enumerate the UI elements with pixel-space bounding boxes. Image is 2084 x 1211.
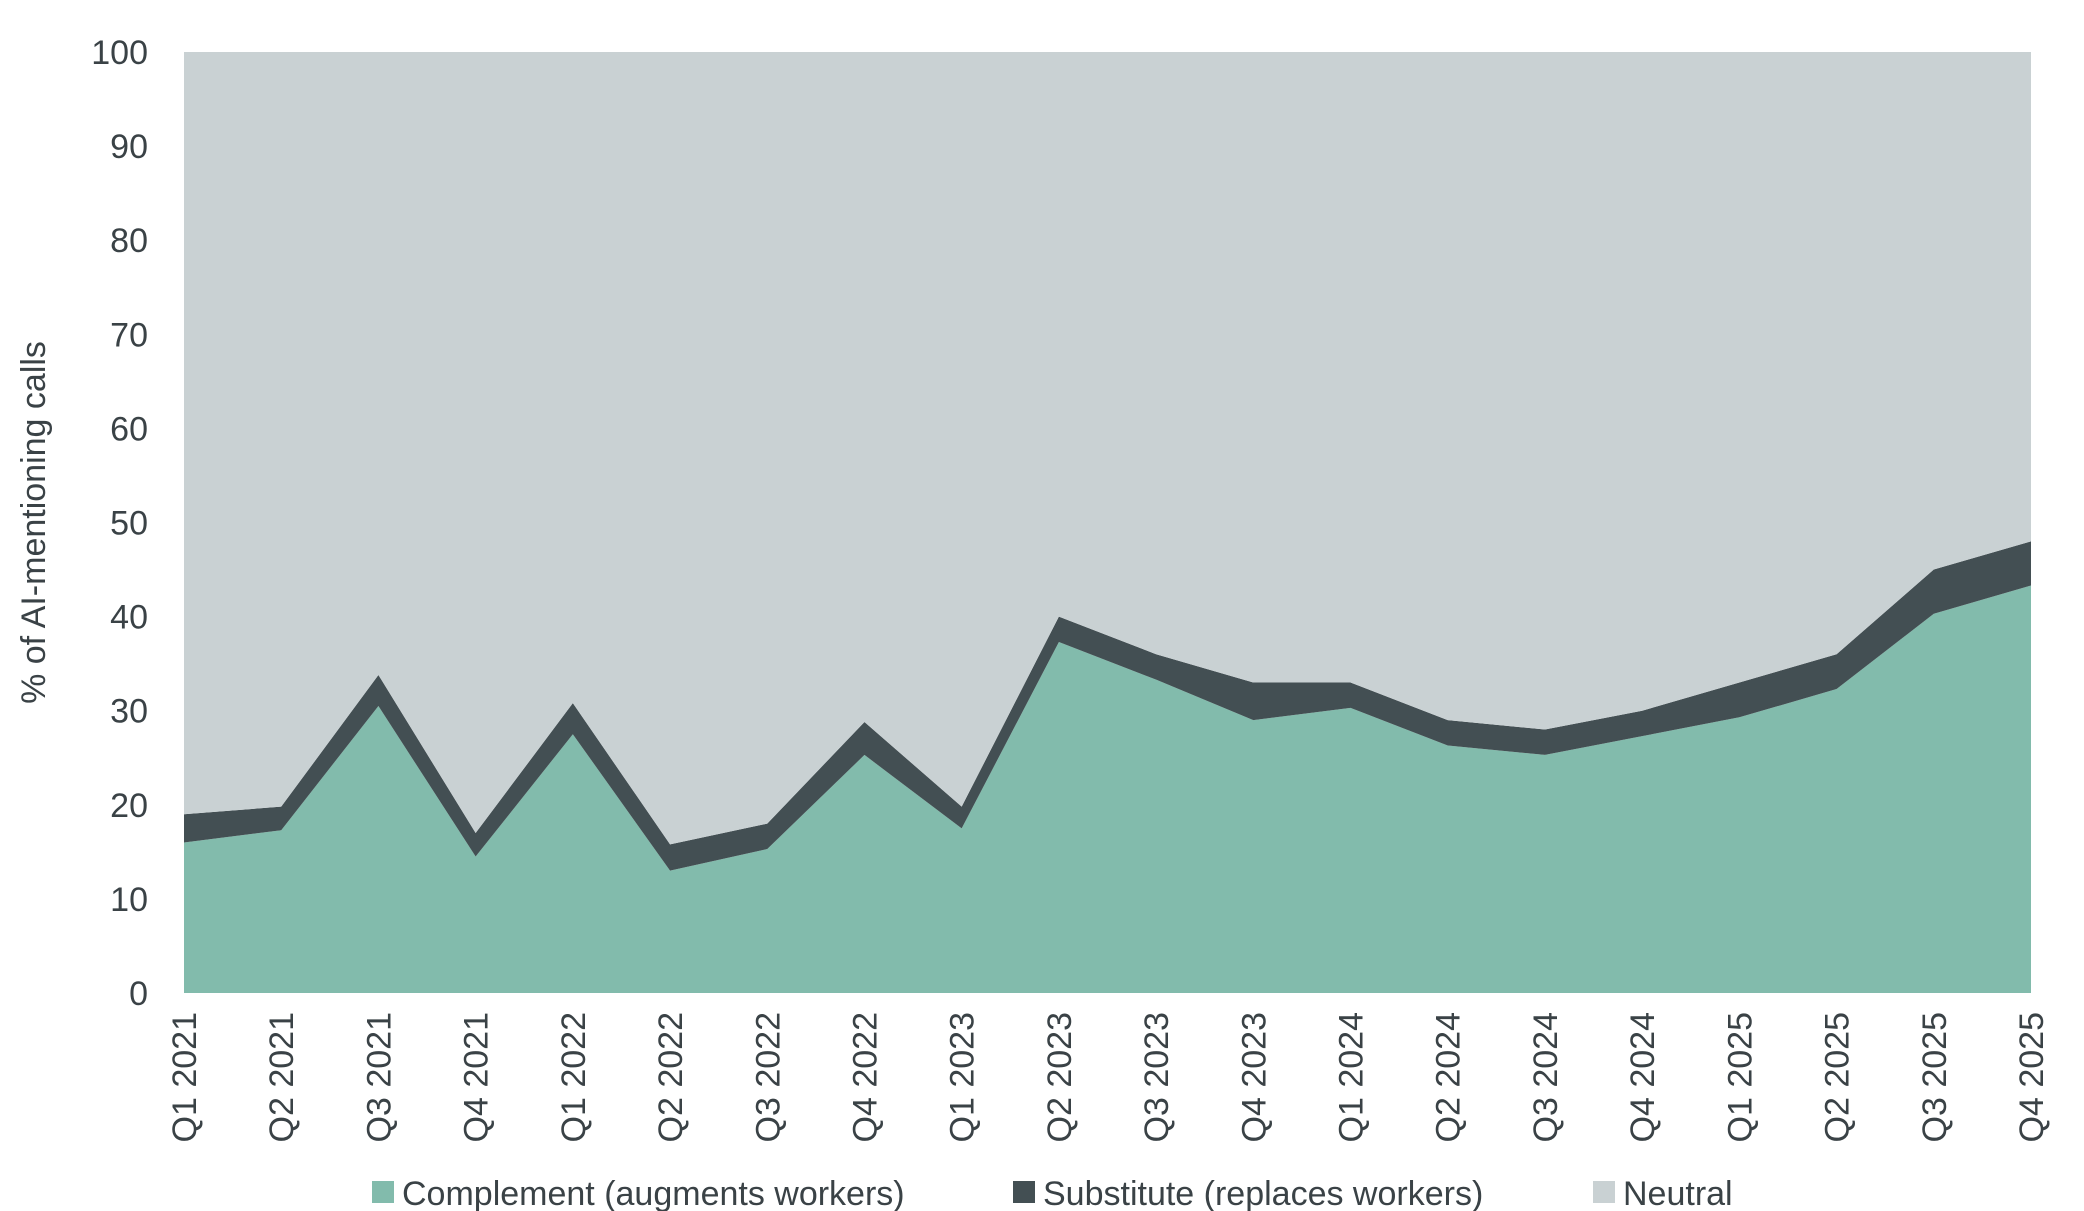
legend: Complement (augments workers) Substitute … xyxy=(372,1175,1733,1211)
x-tick-label: Q4 2023 xyxy=(1235,1012,1273,1142)
y-axis-title: % of AI-mentioning calls xyxy=(15,341,53,704)
legend-label-2: Substitute (replaces workers) xyxy=(1043,1175,1483,1211)
legend-swatch-3 xyxy=(1593,1181,1615,1203)
x-tick-label: Q2 2023 xyxy=(1041,1012,1079,1142)
y-tick-label: 40 xyxy=(110,599,148,637)
area-series-3 xyxy=(184,52,2031,845)
y-tick-label: 90 xyxy=(110,128,148,166)
x-tick-label: Q4 2025 xyxy=(2013,1012,2051,1142)
y-tick-label: 100 xyxy=(91,34,148,72)
x-tick-label: Q1 2024 xyxy=(1333,1012,1371,1142)
x-tick-label: Q2 2024 xyxy=(1430,1012,1468,1142)
x-tick-label: Q1 2023 xyxy=(944,1012,982,1142)
y-tick-label: 60 xyxy=(110,410,148,448)
area-series-2 xyxy=(184,541,2031,871)
area-series-1 xyxy=(184,585,2031,993)
y-tick-label: 80 xyxy=(110,222,148,260)
x-tick-label: Q4 2021 xyxy=(458,1012,496,1142)
y-tick-label: 10 xyxy=(110,881,148,919)
x-tick-label: Q3 2025 xyxy=(1916,1012,1954,1142)
y-tick-label: 0 xyxy=(129,975,148,1013)
y-axis-ticks: 0 10 20 30 40 50 60 70 80 90 100 xyxy=(91,34,148,1013)
x-tick-label: Q4 2024 xyxy=(1624,1012,1662,1142)
x-tick-label: Q3 2021 xyxy=(360,1012,398,1142)
y-tick-label: 30 xyxy=(110,693,148,731)
legend-swatch-1 xyxy=(372,1181,394,1203)
x-tick-label: Q2 2025 xyxy=(1819,1012,1857,1142)
x-tick-label: Q3 2024 xyxy=(1527,1012,1565,1142)
legend-swatch-2 xyxy=(1013,1181,1035,1203)
x-tick-label: Q1 2025 xyxy=(1721,1012,1759,1142)
x-axis-ticks: Q1 2021 Q2 2021 Q3 2021 Q4 2021 Q1 2022 Q2 20… xyxy=(166,1012,2051,1142)
x-tick-label: Q2 2021 xyxy=(263,1012,301,1142)
legend-label-1: Complement (augments workers) xyxy=(402,1175,905,1211)
x-tick-label: Q4 2022 xyxy=(846,1012,884,1142)
x-tick-label: Q2 2022 xyxy=(652,1012,690,1142)
plot-areas xyxy=(184,52,2031,993)
y-tick-label: 20 xyxy=(110,787,148,825)
x-tick-label: Q1 2022 xyxy=(555,1012,593,1142)
x-tick-label: Q3 2023 xyxy=(1138,1012,1176,1142)
x-tick-label: Q3 2022 xyxy=(749,1012,787,1142)
y-tick-label: 70 xyxy=(110,316,148,354)
legend-label-3: Neutral xyxy=(1623,1175,1733,1211)
x-tick-label: Q1 2021 xyxy=(166,1012,204,1142)
y-tick-label: 50 xyxy=(110,505,148,543)
